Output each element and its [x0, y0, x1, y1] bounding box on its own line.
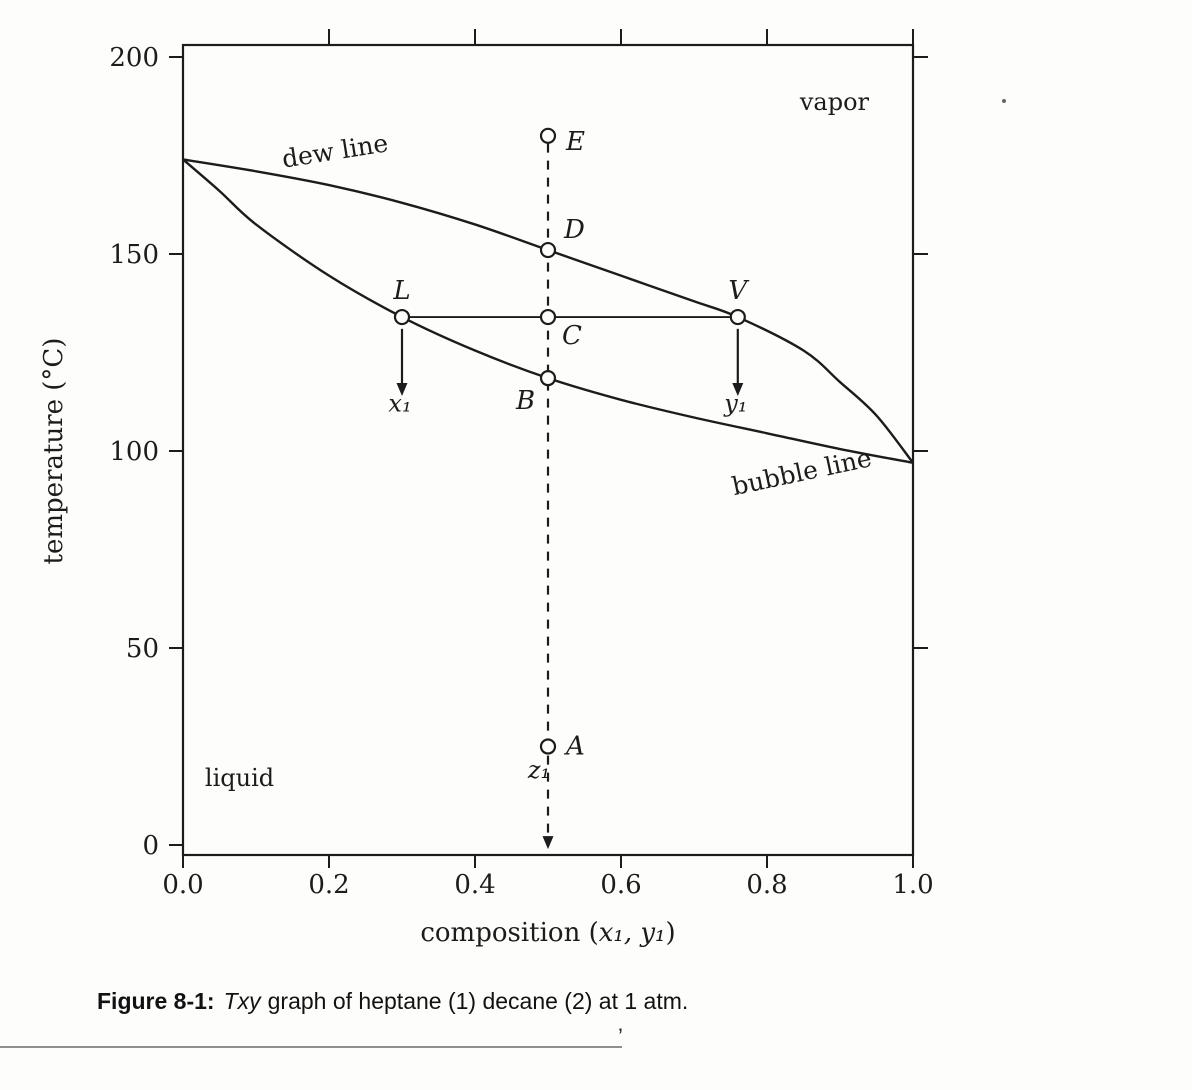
drop-arrow-head [396, 383, 408, 397]
figure-caption-title-italic: Txy [223, 988, 261, 1014]
x-axis-label: composition (x₁, y₁) [420, 918, 675, 948]
y-axis-tick-label: 150 [109, 240, 159, 270]
y-axis-tick-label: 100 [109, 437, 159, 467]
y-axis-label: temperature (°C) [39, 338, 69, 565]
region-label-vapor: vapor [799, 88, 870, 116]
y-axis-tick-label: 200 [109, 43, 159, 73]
x-axis-tick-label: 1.0 [892, 870, 933, 900]
x-axis-tick-label: 0.6 [600, 870, 641, 900]
point-E-marker [539, 127, 557, 144]
point-D-marker [539, 241, 557, 259]
x-axis-tick-label: 0.0 [162, 870, 203, 900]
figure-caption-text: graph of heptane (1) decane (2) at 1 atm… [267, 988, 689, 1014]
point-C-label: C [562, 321, 582, 351]
point-A-marker [539, 738, 557, 755]
dew-line-curve [182, 158, 914, 464]
figure-caption-number: Figure 8-1: [97, 988, 215, 1014]
point-D-label: D [563, 215, 585, 245]
feed-composition-label: z₁ [527, 756, 550, 784]
x-axis-tick-label: 0.4 [454, 870, 495, 900]
curve-label-bubble-line: bubble line [729, 443, 874, 501]
point-C-marker [539, 308, 557, 326]
scan-stray-mark: ’ [618, 1024, 623, 1049]
point-V-label: V [728, 276, 749, 306]
phase-composition-label: y₁ [723, 390, 747, 418]
y-axis-tick-label: 50 [126, 634, 159, 664]
point-E-label: E [565, 127, 585, 157]
point-B-marker [539, 370, 557, 387]
feed-line-arrowhead [542, 836, 554, 850]
bubble-line-curve [182, 158, 914, 464]
curve-label-dew-line: dew line [280, 128, 390, 173]
scan-edge-line [0, 1046, 622, 1048]
phase-composition-label: x₁ [388, 390, 411, 418]
region-label-liquid: liquid [205, 764, 274, 792]
x-axis-tick-label: 0.2 [308, 870, 349, 900]
point-B-label: B [515, 386, 535, 416]
txy-phase-diagram: 0 50 100 150 200 0.0 0.2 0.4 0.6 0.8 1.0 z₁ x₁ y₁ E D C B… [39, 29, 934, 948]
point-L-marker [393, 308, 411, 326]
x-axis-tick-label: 0.8 [746, 870, 787, 900]
point-L-label: L [392, 276, 410, 306]
figure-caption: Figure 8-1: Txy graph of heptane (1) decan… [97, 988, 688, 1015]
point-V-marker [729, 308, 746, 326]
y-axis-tick-label: 0 [142, 831, 159, 861]
drop-arrow-head [732, 383, 744, 397]
point-A-label: A [564, 732, 585, 762]
scan-speck-dot [1002, 99, 1006, 103]
